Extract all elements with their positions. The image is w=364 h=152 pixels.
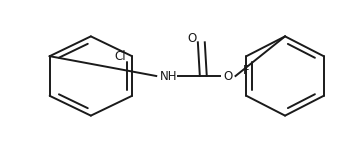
Text: F: F (243, 64, 250, 77)
Text: O: O (223, 69, 232, 83)
Text: NH: NH (159, 69, 177, 83)
Text: Cl: Cl (114, 50, 126, 63)
Text: O: O (187, 32, 197, 45)
